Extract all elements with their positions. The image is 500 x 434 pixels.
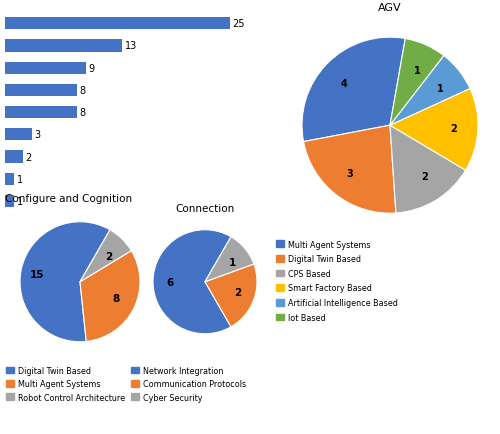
Wedge shape bbox=[390, 39, 444, 126]
Wedge shape bbox=[302, 38, 406, 142]
Wedge shape bbox=[390, 126, 466, 214]
Bar bbox=[5, 129, 32, 141]
Text: 1: 1 bbox=[437, 84, 444, 94]
Wedge shape bbox=[20, 222, 110, 342]
Bar bbox=[5, 107, 77, 119]
Wedge shape bbox=[80, 230, 132, 282]
Text: 2: 2 bbox=[234, 288, 242, 298]
Wedge shape bbox=[205, 264, 257, 327]
Text: 9: 9 bbox=[88, 63, 95, 73]
Text: 25: 25 bbox=[232, 19, 245, 29]
Text: 1: 1 bbox=[16, 174, 23, 184]
Bar bbox=[5, 85, 77, 97]
Wedge shape bbox=[153, 230, 231, 334]
Text: Configure and Cognition: Configure and Cognition bbox=[5, 194, 132, 204]
Text: 8: 8 bbox=[80, 108, 86, 118]
Legend: Network Integration, Communication Protocols, Cyber Security: Network Integration, Communication Proto… bbox=[129, 364, 248, 403]
Legend: Digital Twin Based, Multi Agent Systems, Robot Control Architecture: Digital Twin Based, Multi Agent Systems,… bbox=[4, 364, 126, 403]
Text: 1: 1 bbox=[229, 257, 236, 267]
Text: 3: 3 bbox=[346, 168, 354, 178]
Text: 15: 15 bbox=[30, 270, 45, 279]
Text: 2: 2 bbox=[26, 152, 32, 162]
Wedge shape bbox=[80, 251, 140, 342]
Text: 13: 13 bbox=[124, 41, 137, 51]
Bar bbox=[5, 173, 14, 185]
Text: 2: 2 bbox=[422, 172, 428, 182]
Wedge shape bbox=[390, 89, 478, 171]
Text: 1: 1 bbox=[414, 66, 421, 76]
Text: 6: 6 bbox=[166, 277, 174, 287]
Legend: Multi Agent Systems, Digital Twin Based, CPS Based, Smart Factory Based, Artific: Multi Agent Systems, Digital Twin Based,… bbox=[274, 238, 399, 324]
Text: 1: 1 bbox=[16, 197, 23, 207]
Bar bbox=[5, 40, 122, 53]
Bar bbox=[5, 195, 14, 207]
Text: 8: 8 bbox=[112, 293, 120, 303]
Text: 2: 2 bbox=[450, 124, 456, 134]
Text: 4: 4 bbox=[340, 79, 347, 89]
Title: Connection: Connection bbox=[176, 204, 234, 214]
Text: 2: 2 bbox=[105, 251, 112, 261]
Text: 3: 3 bbox=[34, 130, 41, 140]
Title: AGV: AGV bbox=[378, 3, 402, 13]
Wedge shape bbox=[390, 56, 470, 126]
Bar bbox=[5, 151, 23, 163]
Wedge shape bbox=[304, 126, 396, 214]
Bar bbox=[5, 18, 230, 30]
Bar bbox=[5, 62, 86, 75]
Text: 8: 8 bbox=[80, 85, 86, 95]
Wedge shape bbox=[205, 237, 254, 282]
